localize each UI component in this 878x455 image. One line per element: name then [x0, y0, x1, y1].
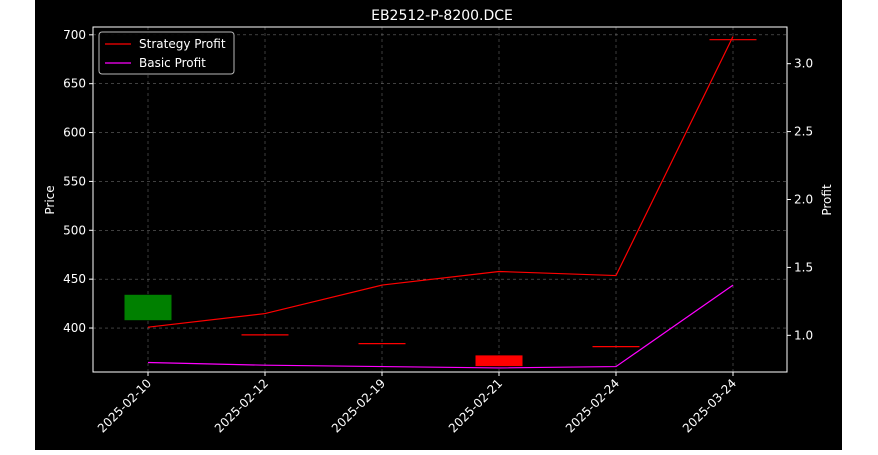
- x-tick-label-3: 2025-02-21: [446, 376, 505, 435]
- candle-body-0: [124, 294, 172, 321]
- x-tick-label-5: 2025-03-24: [680, 376, 739, 435]
- right-axis-ticks: 1.0 1.5 2.0 2.5 3.0: [787, 57, 813, 342]
- legend-box: [98, 31, 235, 75]
- left-tick-label-1: 450: [63, 272, 86, 286]
- chart-svg: EB2512-P-8200.DCE 400450500550600650700 …: [43, 8, 834, 435]
- left-tick-label-2: 500: [63, 223, 86, 237]
- legend-label-strategy-profit: Strategy Profit: [139, 37, 226, 51]
- legend: Strategy Profit Basic Profit: [98, 31, 235, 75]
- left-tick-label-0: 400: [63, 321, 86, 335]
- x-tick-label-0: 2025-02-10: [95, 376, 154, 435]
- chart-title: EB2512-P-8200.DCE: [371, 8, 513, 24]
- profit-lines: [147, 36, 734, 369]
- x-axis-ticks: 2025-02-10 2025-02-12 2025-02-19 2025-02-21…: [95, 372, 739, 435]
- left-tick-label-5: 650: [63, 77, 86, 91]
- left-axis-label: Price: [43, 185, 57, 214]
- right-tick-label-2: 2.0: [794, 193, 813, 207]
- candlesticks: [124, 39, 757, 367]
- x-tick-label-4: 2025-02-24: [563, 376, 622, 435]
- left-axis-ticks: 400 450 500 550 600 650 700: [63, 28, 93, 335]
- right-tick-label-1: 1.5: [794, 260, 813, 274]
- series-line-1: [147, 284, 734, 369]
- left-tick-label-3: 550: [63, 174, 86, 188]
- right-axis-label: Profit: [820, 184, 834, 216]
- candle-body-3: [475, 355, 523, 367]
- chart-figure: EB2512-P-8200.DCE 400 450 500 550 600 650 700 …: [35, 0, 842, 450]
- x-tick-label-2: 2025-02-19: [329, 376, 388, 435]
- right-tick-label-4: 3.0: [794, 57, 813, 71]
- legend-label-basic-profit: Basic Profit: [139, 56, 206, 70]
- left-tick-label-6: 700: [63, 28, 86, 42]
- series-line-0: [147, 36, 734, 328]
- right-tick-label-3: 2.5: [794, 125, 813, 139]
- right-tick-label-0: 1.0: [794, 328, 813, 342]
- left-tick-label-4: 600: [63, 126, 86, 140]
- x-tick-label-1: 2025-02-12: [212, 376, 271, 435]
